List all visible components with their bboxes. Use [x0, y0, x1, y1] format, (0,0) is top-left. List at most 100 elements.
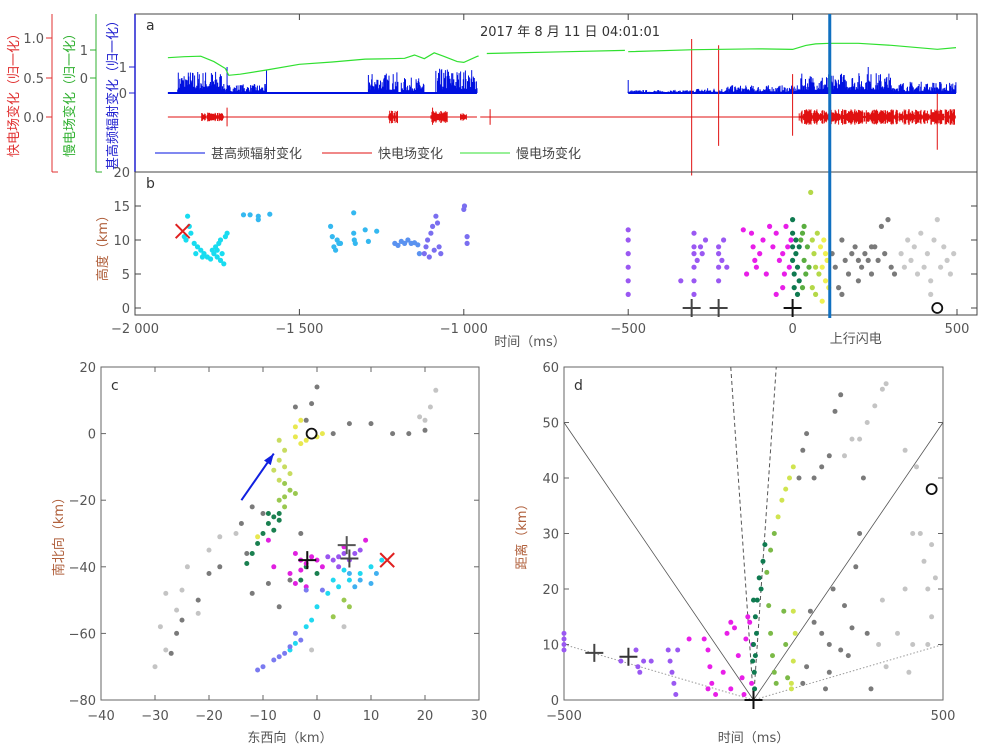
data-point — [806, 264, 812, 270]
data-point — [752, 257, 758, 263]
data-point — [822, 278, 829, 284]
data-point — [214, 247, 220, 253]
data-point — [260, 531, 266, 536]
data-point — [781, 608, 787, 614]
data-point — [839, 291, 845, 297]
data-point — [219, 251, 225, 257]
data-point — [773, 291, 779, 297]
data-point — [671, 680, 677, 686]
data-point — [849, 625, 855, 631]
plus-marker — [709, 299, 728, 317]
data-point — [314, 604, 320, 610]
vhf-burst — [693, 88, 728, 93]
y-tick-label: 50 — [542, 417, 559, 432]
data-point — [911, 244, 917, 250]
data-point — [779, 497, 785, 503]
data-point — [902, 447, 908, 453]
data-point — [561, 636, 567, 642]
data-point — [771, 669, 777, 675]
data-point — [740, 227, 746, 233]
arrow-head — [263, 453, 274, 466]
data-point — [794, 291, 801, 297]
data-point — [691, 278, 697, 284]
data-point — [276, 604, 282, 610]
data-point — [691, 251, 697, 257]
panel-label-b: b — [146, 176, 155, 192]
data-point — [748, 230, 755, 236]
data-point — [238, 521, 244, 526]
data-point — [618, 658, 624, 664]
data-point — [773, 230, 779, 236]
data-point — [901, 264, 908, 270]
vhf-burst — [627, 89, 694, 93]
data-point — [826, 642, 832, 647]
start-x-marker — [379, 552, 395, 568]
point-group — [255, 417, 325, 540]
point-group — [244, 511, 320, 583]
data-point — [425, 237, 431, 243]
data-point — [336, 554, 342, 560]
data-point — [298, 531, 304, 536]
data-point — [244, 551, 250, 556]
dashed-reference-line — [730, 366, 777, 701]
data-point — [931, 237, 937, 243]
data-point — [747, 619, 753, 625]
data-point — [744, 271, 750, 277]
data-point — [799, 285, 806, 291]
data-point — [751, 669, 757, 675]
data-point — [885, 217, 891, 223]
plus-marker — [682, 299, 701, 317]
data-point — [292, 630, 298, 636]
data-point — [260, 664, 266, 670]
data-point — [752, 653, 758, 659]
data-point — [763, 271, 769, 277]
data-point — [891, 271, 898, 277]
data-point — [821, 237, 827, 243]
data-point — [783, 642, 789, 647]
data-point — [776, 257, 783, 263]
data-point — [864, 420, 870, 425]
data-point — [839, 237, 845, 243]
data-point — [303, 437, 309, 443]
data-point — [329, 234, 335, 240]
data-point — [768, 630, 774, 636]
data-point — [751, 597, 756, 603]
data-point — [276, 437, 282, 443]
point-group — [898, 217, 957, 297]
legend-entry: 甚高频辐射变化 — [211, 146, 302, 162]
data-point — [938, 264, 944, 270]
axis-title-slow: 慢电场变化（归一化） — [62, 27, 78, 157]
data-point — [405, 237, 411, 243]
data-point — [260, 511, 266, 516]
data-point — [793, 237, 799, 243]
data-point — [925, 586, 931, 592]
data-point — [282, 494, 288, 500]
data-point — [199, 254, 205, 260]
data-point — [728, 619, 734, 625]
x-axis-title: 东西向（km） — [247, 730, 332, 746]
data-point — [830, 586, 836, 592]
data-point — [635, 664, 641, 670]
data-point — [832, 264, 838, 270]
tick-label: 0 — [119, 87, 127, 102]
data-point — [760, 237, 766, 243]
data-point — [791, 285, 797, 291]
data-point — [791, 271, 797, 277]
data-point — [346, 577, 352, 583]
data-point — [673, 692, 679, 697]
axis-title-fast: 快电场变化（归一化） — [6, 27, 22, 157]
data-point — [194, 244, 201, 250]
y-tick-label: 10 — [113, 234, 130, 249]
data-point — [902, 586, 908, 592]
data-point — [325, 590, 331, 596]
data-point — [814, 230, 820, 236]
data-point — [357, 547, 363, 553]
data-point — [728, 686, 734, 692]
solid-reference-line — [563, 422, 944, 701]
point-group — [829, 217, 898, 297]
data-point — [842, 603, 847, 609]
data-point — [641, 658, 647, 664]
data-point — [801, 223, 807, 229]
data-point — [921, 264, 927, 270]
x-tick-label: −20 — [195, 709, 222, 724]
